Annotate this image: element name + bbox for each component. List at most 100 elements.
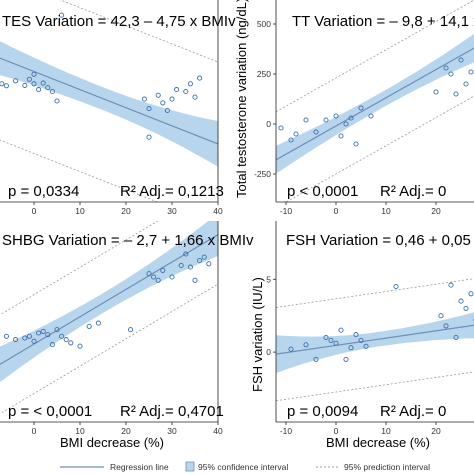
data-point-shbg-11: [59, 333, 65, 339]
data-point-fsh-18: [468, 291, 474, 297]
data-point-shbg-3: [22, 335, 28, 341]
data-point-fsh-4: [328, 337, 334, 343]
data-point-tes-8: [36, 87, 42, 93]
ticks-fsh: -10 0 10 20 0 5: [266, 274, 441, 436]
data-point-tt-21: [453, 91, 459, 97]
x-tick-label-tes-40: 40: [213, 206, 223, 216]
data-point-tes-6: [31, 71, 37, 77]
x-tick-label-tt-0: 0: [334, 206, 339, 216]
data-point-shbg-19: [151, 274, 157, 280]
data-point-tes-12: [54, 98, 60, 104]
x-tick-label-tes-0: 0: [32, 206, 37, 216]
prediction-line-lower-tt: [285, 95, 474, 202]
ticks-tes: 0 10 20 30 40: [32, 202, 223, 216]
data-point-tes-5: [26, 76, 32, 82]
data-point-tt-2: [293, 131, 299, 137]
data-point-tes-16: [155, 92, 161, 98]
data-point-tes-19: [169, 96, 175, 102]
prediction-line-upper-tt: [276, 0, 474, 113]
data-point-tt-5: [323, 117, 329, 123]
ticks-shbg: 0 10 20 30 40: [32, 422, 223, 436]
data-point-shbg-1: [3, 333, 9, 339]
x-tick-label-tt--10: -10: [280, 206, 293, 216]
data-point-tes-18: [164, 107, 170, 114]
p-value-fsh: p = 0,0094: [287, 403, 358, 420]
y-tick-label-fsh-5: 5: [266, 274, 271, 284]
data-point-fsh-15: [448, 282, 454, 288]
data-point-tes-9: [40, 80, 46, 86]
data-point-shbg-14: [77, 343, 83, 349]
x-tick-label-tes-30: 30: [167, 206, 177, 216]
data-point-fsh-12: [393, 283, 399, 290]
data-point-tes-4: [22, 82, 28, 88]
confidence-band-fsh: [276, 312, 474, 374]
data-point-shbg-27: [201, 254, 207, 260]
x-axis-label-fsh: BMI decrease (%): [326, 435, 430, 450]
data-point-tt-6: [333, 113, 339, 119]
x-tick-label-shbg-30: 30: [167, 426, 177, 436]
prediction-line-lower-tes: [0, 139, 159, 202]
data-point-tt-8: [343, 121, 349, 127]
data-point-shbg-4: [26, 333, 32, 339]
data-point-fsh-10: [358, 337, 364, 343]
x-tick-label-shbg-0: 0: [32, 426, 37, 436]
data-point-shbg-15: [86, 323, 92, 329]
data-point-shbg-17: [128, 327, 134, 333]
r2-shbg: R² Adj.= 0,4701: [120, 403, 224, 420]
data-point-tes-21: [183, 88, 189, 95]
data-point-tes-10: [45, 85, 51, 91]
regression-line-shbg: [0, 234, 218, 365]
data-point-tt-10: [353, 141, 359, 147]
data-point-tt-9: [348, 115, 354, 121]
plot-area-shbg: [0, 221, 219, 423]
legend-regression-label: Regression line: [110, 462, 169, 472]
data-point-tt-12: [368, 113, 374, 119]
x-tick-label-fsh-20: 20: [431, 426, 441, 436]
data-point-shbg-21: [160, 267, 166, 273]
data-point-tes-11: [49, 88, 55, 95]
data-point-tt-1: [288, 137, 294, 143]
data-point-tt-4: [313, 129, 319, 135]
r2-tt: R² Adj.= 0: [380, 183, 446, 200]
p-value-shbg: p = < 0,0001: [8, 403, 92, 420]
x-tick-label-tes-20: 20: [121, 206, 131, 216]
data-point-fsh-2: [313, 356, 319, 362]
regression-line-tes: [0, 57, 218, 145]
data-point-tt-17: [463, 81, 469, 87]
data-point-shbg-26: [197, 257, 203, 264]
x-tick-label-tt-20: 20: [431, 206, 441, 216]
prediction-line-lower-fsh: [276, 371, 474, 402]
equation-tt: TT Variation = – 9,8 + 14,1 x: [292, 13, 474, 30]
data-point-shbg-9: [49, 342, 55, 348]
data-point-tt-7: [338, 133, 344, 139]
plot-area-tes: [0, 0, 219, 203]
data-point-fsh-0: [288, 346, 294, 352]
x-tick-label-fsh--10: -10: [280, 426, 293, 436]
data-point-fsh-6: [338, 327, 344, 333]
regression-line-fsh: [276, 324, 474, 355]
prediction-line-lower-shbg: [0, 283, 218, 415]
y-axis-label-tt: Total testosterone variation (ng/dL): [234, 0, 249, 198]
confidence-band-tes: [0, 41, 218, 167]
y-tick-label-tt-0: 0: [266, 119, 271, 129]
plot-area-fsh: [275, 221, 474, 423]
regression-line-tt: [276, 47, 474, 161]
data-point-tt-11: [358, 105, 364, 111]
data-point-fsh-16: [453, 334, 459, 341]
panel-tes: TES Variation = 42,3 – 4,75 x BMIv p = 0…: [0, 0, 236, 216]
data-point-tes-1: [0, 81, 5, 87]
x-tick-label-shbg-10: 10: [75, 426, 85, 436]
data-point-tes-22: [187, 81, 193, 87]
data-point-tes-7: [31, 81, 37, 87]
data-point-shbg-12: [63, 337, 69, 343]
prediction-line-upper-tes: [59, 0, 218, 63]
data-point-tt-14: [443, 65, 449, 71]
data-point-fsh-5: [333, 340, 339, 346]
legend-ci-label: 95% confidence interval: [198, 462, 288, 472]
y-tick-label-tt--250: -250: [254, 169, 271, 179]
data-point-fsh-14: [443, 323, 449, 329]
data-point-fsh-8: [348, 345, 354, 351]
plot-area-tt: [275, 0, 474, 203]
data-point-shbg-6: [36, 330, 42, 336]
